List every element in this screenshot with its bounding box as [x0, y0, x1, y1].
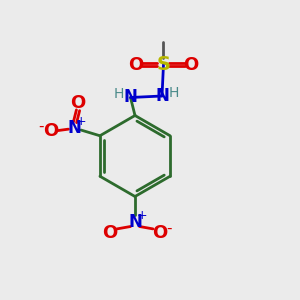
Text: N: N [155, 87, 169, 105]
Text: -: - [166, 220, 172, 236]
Text: O: O [128, 56, 143, 74]
Text: H: H [114, 88, 124, 101]
Text: +: + [76, 115, 86, 128]
Text: O: O [152, 224, 167, 242]
Text: O: O [103, 224, 118, 242]
Text: O: O [184, 56, 199, 74]
Text: N: N [68, 119, 81, 137]
Text: O: O [43, 122, 58, 140]
Text: H: H [168, 86, 178, 100]
Text: +: + [136, 209, 147, 222]
Text: -: - [38, 119, 43, 134]
Text: N: N [124, 88, 137, 106]
Text: S: S [157, 55, 170, 74]
Text: O: O [70, 94, 85, 112]
Text: N: N [128, 213, 142, 231]
